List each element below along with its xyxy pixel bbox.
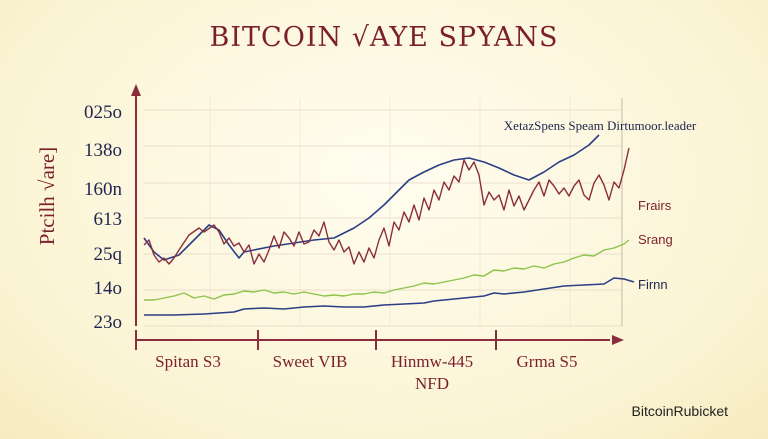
x-segment-label: Spitan S3 [155, 352, 221, 371]
y-axis-label: Ptcilh √are] [35, 147, 59, 245]
series-line [144, 239, 630, 301]
x-segment-label: NFD [415, 374, 449, 393]
legend-label: Srang [638, 232, 673, 247]
x-segment-label: Hinmw-445 [391, 352, 473, 371]
y-tick-label: 25q [94, 244, 123, 265]
y-tick-label: 160n [84, 179, 123, 200]
chart-title: BITCOIN √AYE SPYANS [209, 22, 559, 53]
y-tick-label: 613 [94, 209, 123, 230]
y-tick-label: 14o [94, 278, 123, 299]
legend-label: Frairs [638, 198, 672, 213]
x-segment-label: Sweet VIB [273, 352, 348, 371]
x-axis-arrow [612, 335, 624, 345]
y-tick-label: 138o [84, 140, 122, 161]
watermark-label: BitcoinRubicket [631, 403, 729, 419]
top-annotation: XetazSpens Speam Dirtumoor.leader [504, 118, 697, 133]
y-tick-label: 23o [94, 312, 123, 333]
y-axis-arrow [131, 84, 141, 96]
x-segment-label: Grma S5 [517, 352, 578, 371]
y-tick-label: 025o [84, 102, 122, 123]
legend-label: Firnn [638, 277, 668, 292]
series-line [144, 277, 635, 316]
series-line [143, 147, 630, 265]
